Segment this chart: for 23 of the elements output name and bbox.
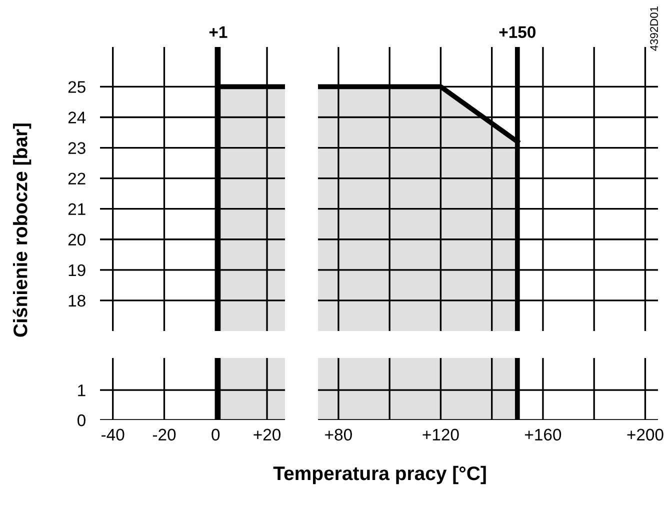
- x-tick-label: +20: [254, 428, 280, 441]
- x-tick-label: +160: [525, 428, 562, 441]
- y-tick-label: 1: [78, 384, 86, 396]
- y-tick-label: 25: [68, 81, 86, 93]
- ref-line-label: +150: [499, 26, 536, 38]
- y-tick-label: 0: [77, 414, 86, 426]
- y-tick-label: 20: [68, 234, 86, 246]
- y-axis-title: Ciśnienie robocze [bar]: [12, 124, 32, 337]
- x-tick-label: 0: [212, 428, 220, 441]
- y-tick-label: 24: [68, 112, 86, 124]
- y-tick-label: 21: [68, 203, 86, 215]
- x-tick-label: +80: [325, 428, 352, 441]
- ref-line-label: +1: [209, 26, 228, 38]
- x-axis-title: Temperatura pracy [°C]: [273, 466, 486, 484]
- x-tick-label: +200: [627, 428, 664, 441]
- y-tick-label: 23: [68, 142, 86, 154]
- y-tick-label: 22: [68, 172, 86, 184]
- x-tick-label: +120: [422, 428, 459, 441]
- x-tick-label: -40: [102, 428, 124, 441]
- annotation: 4392D01: [650, 6, 658, 51]
- y-tick-label: 19: [68, 264, 86, 276]
- x-tick-label: -20: [152, 428, 176, 441]
- y-tick-label: 18: [68, 294, 86, 307]
